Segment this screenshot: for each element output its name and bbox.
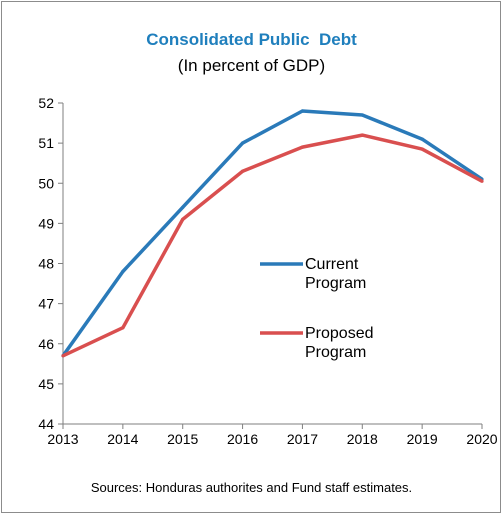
- series-line-proposed-program: [62, 133, 483, 358]
- data-point: [181, 205, 185, 209]
- data-point: [121, 269, 125, 274]
- x-tick-label: 2019: [407, 431, 438, 447]
- x-tick-label: 2013: [47, 431, 78, 447]
- x-axis-ticks: 2013 2014 2015 2016 2017 2018 2019 2020: [47, 424, 498, 447]
- x-tick-label: 2018: [347, 431, 378, 447]
- data-point: [61, 354, 65, 358]
- series-lines: [61, 109, 484, 358]
- y-tick-label: 52: [38, 95, 54, 111]
- x-tick-label: 2016: [227, 431, 258, 447]
- chart-source-note: Sources: Honduras authorites and Fund st…: [90, 480, 413, 495]
- data-point: [420, 137, 424, 141]
- data-point: [420, 147, 424, 151]
- data-point: [240, 169, 245, 173]
- y-tick-label: 44: [38, 416, 54, 432]
- data-point: [300, 145, 305, 149]
- data-point: [240, 141, 245, 145]
- y-tick-label: 46: [38, 336, 54, 352]
- chart-title: Consolidated Public Debt: [146, 30, 357, 49]
- x-tick-label: 2015: [167, 431, 198, 447]
- chart-subtitle: (In percent of GDP): [177, 56, 326, 75]
- y-tick-label: 51: [38, 135, 54, 151]
- data-point: [360, 113, 364, 117]
- y-tick-label: 49: [38, 215, 54, 231]
- legend: Current Program Proposed Program: [260, 256, 374, 361]
- y-tick-label: 48: [38, 256, 54, 272]
- data-point: [360, 133, 364, 137]
- legend-label: Program: [305, 344, 366, 361]
- x-tick-label: 2014: [107, 431, 138, 447]
- x-tick-label: 2020: [466, 431, 497, 447]
- y-tick-label: 45: [38, 376, 54, 392]
- y-axis-ticks: 44 45 46 47 48 49 50 51 52: [38, 95, 63, 432]
- x-tick-label: 2017: [287, 431, 318, 447]
- data-point: [121, 326, 125, 330]
- data-point: [300, 109, 305, 113]
- legend-label: Program: [305, 275, 366, 292]
- series-line-current-program: [61, 109, 483, 357]
- legend-label: Current: [305, 256, 359, 273]
- y-tick-label: 50: [38, 175, 54, 191]
- data-point: [181, 217, 185, 221]
- data-point: [480, 179, 484, 183]
- legend-label: Proposed: [305, 325, 374, 342]
- y-tick-label: 47: [38, 296, 54, 312]
